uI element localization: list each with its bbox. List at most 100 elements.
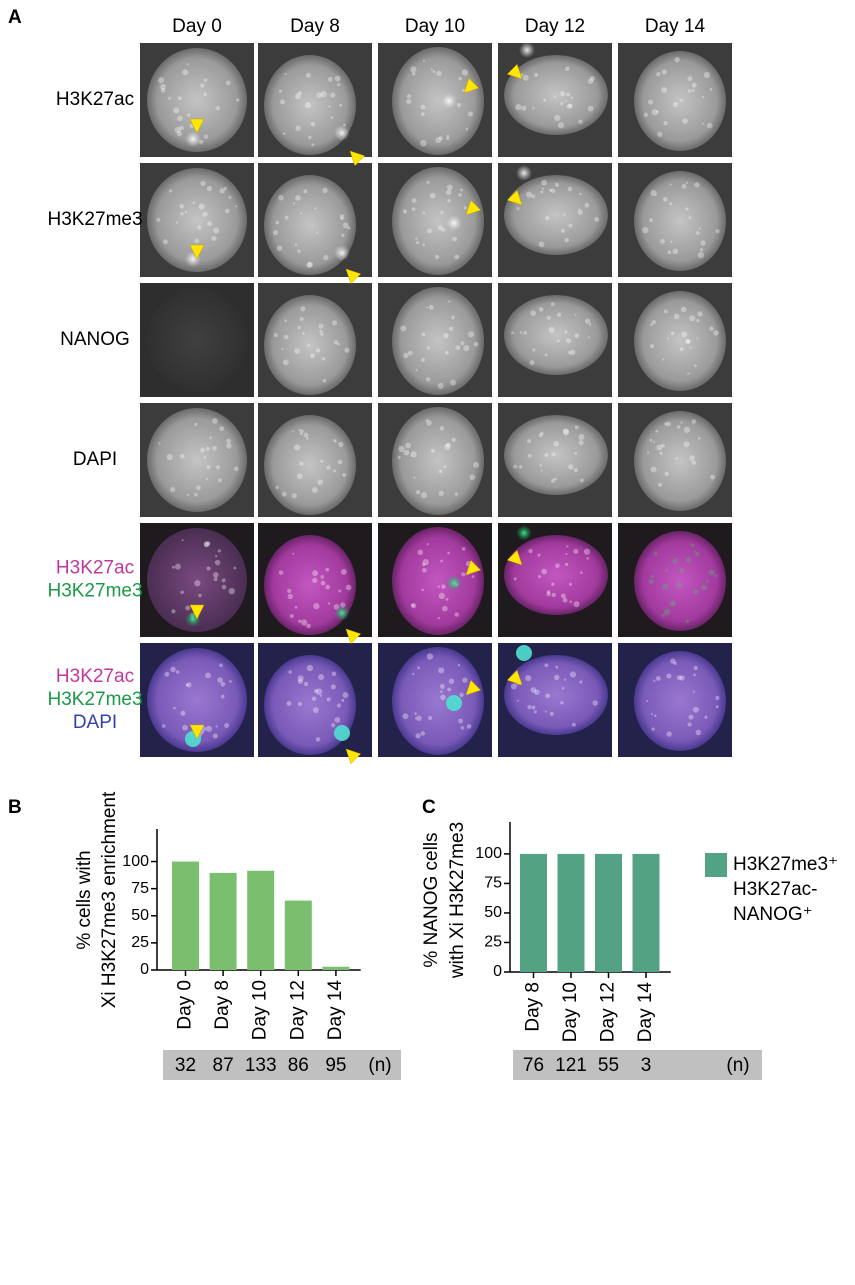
speckle <box>527 705 532 710</box>
speckle <box>440 559 444 563</box>
speckle <box>561 687 565 690</box>
speckle <box>200 83 205 88</box>
speckle <box>294 243 298 247</box>
speckle <box>456 102 462 108</box>
speckle <box>679 568 685 574</box>
x-tick-label: Day 8 <box>523 982 544 1032</box>
speckle <box>406 98 412 105</box>
speckle <box>323 255 329 261</box>
speckle <box>691 419 697 424</box>
speckle <box>553 440 560 447</box>
speckle <box>215 106 220 111</box>
speckle <box>672 558 678 564</box>
speckle <box>447 551 450 555</box>
speckle <box>206 541 211 546</box>
speckle <box>282 359 289 366</box>
speckle <box>203 542 209 547</box>
speckle <box>174 563 181 570</box>
nucleus <box>392 647 484 755</box>
speckle <box>180 710 186 716</box>
speckle <box>422 211 426 215</box>
speckle <box>340 216 344 221</box>
speckle <box>318 323 324 329</box>
y-axis-label: Xi H3K27me3 enrichment <box>99 791 120 1008</box>
speckle <box>278 89 283 93</box>
speckle <box>674 56 680 63</box>
speckle <box>200 730 204 735</box>
speckle <box>224 208 230 214</box>
speckle <box>228 196 232 200</box>
count-label: 95 <box>325 1055 346 1076</box>
arrowhead <box>465 199 482 216</box>
speckle <box>538 433 543 438</box>
speckle <box>326 465 331 470</box>
speckle <box>560 701 564 705</box>
speckle <box>342 472 347 477</box>
speckle <box>320 580 326 586</box>
speckle <box>649 343 655 349</box>
speckle <box>339 214 345 219</box>
speckle <box>347 226 351 230</box>
speckle <box>663 309 668 314</box>
y-axis-label: % NANOG cells <box>421 832 442 967</box>
speckle <box>203 456 207 459</box>
speckle <box>587 78 594 84</box>
speckle <box>713 330 719 336</box>
speckle <box>437 616 441 620</box>
speckle <box>650 713 653 716</box>
speckle <box>555 563 560 569</box>
xi-spot <box>185 131 201 147</box>
arrowhead <box>189 244 205 260</box>
speckle <box>212 445 217 451</box>
speckle <box>533 710 538 714</box>
speckle <box>317 479 323 486</box>
speckle <box>661 613 666 617</box>
speckle <box>705 579 709 583</box>
speckle <box>215 725 218 728</box>
speckle <box>398 445 405 453</box>
speckle <box>452 236 458 242</box>
speckle <box>202 211 208 217</box>
arrowhead <box>465 679 482 696</box>
speckle <box>587 105 594 112</box>
xi-spot <box>516 525 532 541</box>
speckle <box>272 230 279 236</box>
speckle <box>664 471 669 477</box>
speckle <box>328 105 331 108</box>
speckle <box>649 438 653 442</box>
speckle <box>411 207 416 211</box>
speckle <box>529 360 535 366</box>
speckle <box>663 121 668 126</box>
speckle <box>295 125 301 132</box>
arrowhead <box>189 724 205 740</box>
speckle <box>666 337 669 340</box>
speckle <box>680 306 687 313</box>
speckle <box>656 71 661 77</box>
speckle <box>669 202 673 206</box>
speckle <box>461 69 469 76</box>
nucleus <box>392 407 484 515</box>
speckle <box>461 572 466 577</box>
speckle <box>438 490 444 497</box>
speckle <box>320 575 324 579</box>
count-row <box>513 1050 762 1080</box>
speckle <box>446 134 450 138</box>
speckle <box>454 612 459 617</box>
speckle <box>338 441 344 447</box>
speckle <box>336 83 341 87</box>
speckle <box>544 663 549 668</box>
speckle <box>584 318 591 324</box>
speckle <box>646 700 649 703</box>
speckle <box>651 109 658 116</box>
speckle <box>706 122 713 129</box>
speckle <box>458 193 462 197</box>
speckle <box>685 338 691 344</box>
speckle <box>669 600 676 607</box>
y-axis-label: with Xi H3K27me3 <box>447 822 468 979</box>
speckle <box>681 331 688 338</box>
speckle <box>540 190 544 194</box>
nucleus <box>634 651 726 751</box>
speckle <box>445 597 449 601</box>
speckle <box>683 441 690 448</box>
